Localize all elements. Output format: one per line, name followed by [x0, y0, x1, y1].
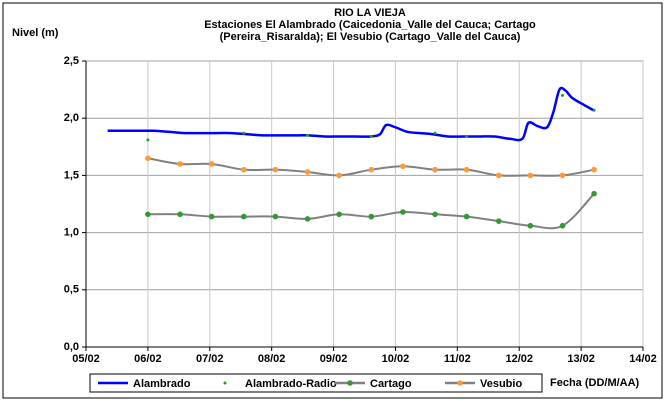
data-point	[527, 172, 534, 179]
y-tick-label: 2,5	[64, 55, 79, 67]
y-tick-label: 0,5	[64, 284, 79, 296]
y-tick-label: 0,0	[64, 341, 79, 353]
data-point	[304, 169, 311, 175]
legend-label: Alambrado-Radio	[245, 378, 337, 390]
legend-label: Alambrado	[133, 378, 191, 390]
legend-marker	[223, 381, 227, 385]
series-line	[107, 86, 595, 142]
data-point	[495, 172, 502, 179]
chart-title: RIO LA VIEJA	[334, 7, 406, 19]
x-axis-label: Fecha (DD/M/AA)	[550, 377, 640, 389]
y-tick-label: 2,0	[64, 112, 79, 124]
chart-subtitle: Estaciones El Alambrado (Caicedonia_Vall…	[204, 19, 536, 31]
data-point	[208, 161, 215, 167]
x-tick-label: 08/02	[258, 353, 286, 365]
plot-area	[85, 60, 644, 348]
data-point	[306, 133, 310, 137]
x-tick-label: 10/02	[382, 353, 410, 365]
data-point	[463, 166, 470, 173]
data-point	[241, 213, 247, 220]
data-point	[559, 222, 566, 229]
legend-label: Vesubio	[480, 378, 522, 390]
data-point	[177, 161, 183, 167]
data-point	[272, 213, 279, 220]
y-tick-label: 1,0	[64, 227, 79, 239]
data-point	[272, 166, 279, 173]
data-point	[369, 135, 373, 139]
data-point	[336, 172, 342, 179]
data-point	[368, 166, 375, 173]
legend-marker	[457, 380, 463, 386]
x-tick-label: 13/02	[567, 353, 595, 365]
data-point	[527, 222, 534, 229]
data-point	[591, 166, 597, 173]
x-tick-label: 12/02	[505, 353, 533, 365]
data-point	[241, 166, 247, 173]
y-tick-label: 1,5	[64, 169, 79, 181]
data-point	[465, 135, 469, 139]
data-point	[432, 211, 438, 218]
data-point	[336, 211, 342, 218]
x-tick-label: 07/02	[196, 353, 224, 365]
data-point	[559, 172, 566, 179]
data-point	[145, 155, 151, 162]
data-point	[400, 209, 406, 215]
x-tick-label: 09/02	[320, 353, 348, 365]
data-point	[495, 218, 502, 224]
legend-label: Cartago	[370, 378, 412, 390]
data-point	[432, 166, 438, 173]
data-point	[145, 211, 151, 218]
data-point	[463, 213, 470, 220]
chart-subtitle: (Pereira_Risaralda); El Vesubio (Cartago…	[220, 31, 521, 43]
data-point	[433, 131, 437, 135]
data-point	[592, 108, 596, 112]
legend-marker	[347, 380, 353, 386]
x-tick-label: 14/02	[629, 353, 657, 365]
legend-box	[89, 373, 543, 393]
data-point	[368, 213, 375, 220]
data-point	[304, 216, 311, 222]
data-point	[242, 131, 246, 135]
data-point	[561, 93, 565, 97]
data-point	[208, 213, 215, 220]
x-tick-label: 06/02	[134, 353, 162, 365]
data-point	[400, 163, 406, 170]
data-point	[591, 190, 597, 197]
x-tick-label: 11/02	[444, 353, 471, 365]
data-point	[146, 138, 150, 142]
x-tick-label: 05/02	[72, 353, 100, 365]
data-point	[177, 211, 183, 218]
y-axis-label: Nivel (m)	[12, 27, 59, 39]
